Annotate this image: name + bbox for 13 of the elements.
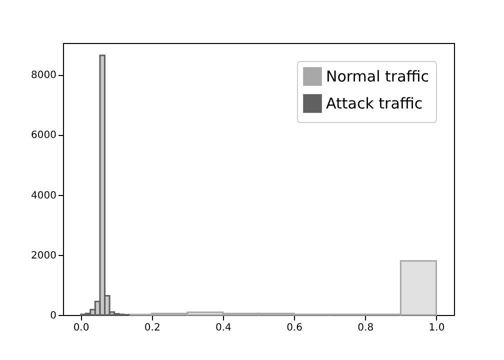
y-tick-label: 6000 (31, 130, 56, 142)
x-tick-label: 0.8 (358, 322, 374, 334)
legend-label: Attack traffic (326, 94, 423, 112)
x-tick-label: 0.6 (286, 322, 302, 334)
legend-label: Normal traffic (326, 68, 430, 86)
x-tick-label: 1.0 (428, 322, 445, 334)
y-tick-label: 4000 (31, 190, 56, 202)
y-tick-label: 8000 (31, 70, 56, 82)
y-tick-label: 0 (50, 310, 56, 322)
x-tick-label: 0.4 (216, 322, 232, 334)
x-tick-label: 0.0 (73, 322, 90, 334)
x-tick-label: 0.2 (144, 322, 160, 334)
y-tick-label: 2000 (31, 250, 56, 262)
